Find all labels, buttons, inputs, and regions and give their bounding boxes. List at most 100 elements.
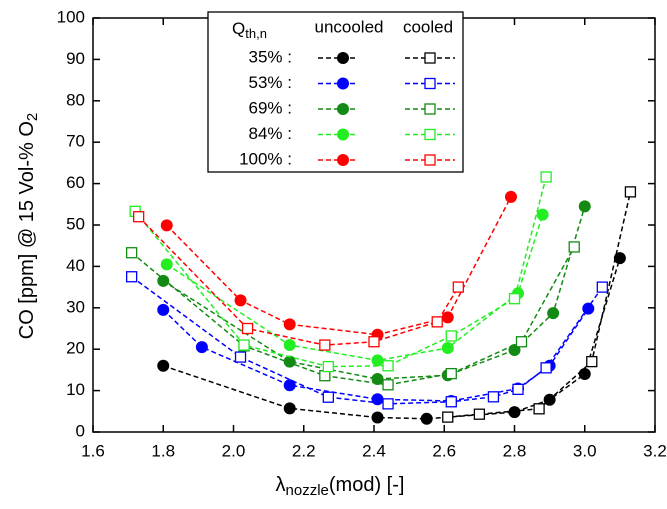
series-line <box>131 276 603 405</box>
y-tick-label: 40 <box>66 256 85 275</box>
legend-marker <box>337 77 349 90</box>
marker <box>578 368 591 381</box>
marker <box>371 411 384 424</box>
marker <box>508 406 521 419</box>
marker <box>512 383 524 396</box>
legend-label: 69% : <box>249 98 292 117</box>
legend-label: 35% : <box>249 47 292 66</box>
marker <box>195 341 208 354</box>
y-label-sub: 2 <box>24 113 41 121</box>
marker <box>382 398 394 410</box>
y-label-main: CO [ppm] @ 15 Vol-% O <box>16 121 38 339</box>
y-tick-label: 20 <box>66 339 85 358</box>
legend-marker <box>337 52 349 64</box>
marker <box>283 379 296 392</box>
legend-marker <box>337 154 349 166</box>
series-line <box>131 246 575 386</box>
marker <box>125 247 138 259</box>
y-axis-label: CO [ppm] @ 15 Vol-% O2 <box>16 113 41 340</box>
marker <box>540 362 552 374</box>
series-line <box>166 214 544 362</box>
marker <box>445 396 457 408</box>
marker <box>596 281 608 293</box>
marker <box>160 219 173 232</box>
series-line <box>134 176 547 368</box>
marker <box>613 252 626 265</box>
marker <box>371 393 384 406</box>
legend-box <box>207 11 464 173</box>
marker <box>234 351 247 363</box>
legend-title-sub: th,n <box>245 26 267 41</box>
marker <box>322 360 334 373</box>
marker <box>157 303 170 316</box>
marker <box>283 402 296 415</box>
y-tick-label: 70 <box>66 132 85 151</box>
plot-area <box>125 171 637 425</box>
legend-label: 53% : <box>249 73 292 92</box>
marker <box>578 200 591 213</box>
marker <box>368 336 380 348</box>
y-tick-label: 80 <box>66 90 85 109</box>
marker <box>234 294 247 307</box>
marker <box>157 359 170 372</box>
x-tick-label: 2.6 <box>432 441 456 460</box>
marker <box>624 186 637 198</box>
marker <box>238 339 250 351</box>
x-tick-label: 2.2 <box>292 441 316 460</box>
legend-marker <box>424 77 436 90</box>
legend-label: 84% : <box>249 124 292 143</box>
marker <box>504 190 517 203</box>
marker <box>160 258 173 271</box>
marker <box>586 355 598 368</box>
marker <box>568 241 580 253</box>
x-axis-label: λnozzle(mod) [-] <box>276 474 405 499</box>
marker <box>322 391 334 403</box>
legend: Qth,n uncooled cooled 35% : 53% : 69% : 84% : 1… <box>207 11 464 173</box>
x-label-symbol: λ <box>276 474 286 496</box>
y-tick-label: 30 <box>66 297 85 316</box>
x-label-rest: (mod) [-] <box>329 474 405 496</box>
legend-marker <box>337 103 349 115</box>
marker <box>445 330 457 342</box>
y-tick-label: 100 <box>57 7 85 26</box>
marker <box>515 336 528 348</box>
marker <box>536 208 549 221</box>
y-tick-label: 90 <box>66 49 85 68</box>
x-tick-label: 3.2 <box>643 441 667 460</box>
legend-marker <box>424 52 436 64</box>
series-line <box>163 257 621 420</box>
marker <box>125 271 138 283</box>
marker <box>283 318 296 331</box>
marker <box>241 322 254 335</box>
marker <box>382 379 394 391</box>
marker <box>371 354 384 367</box>
y-tick-label: 60 <box>66 173 85 192</box>
legend-column: uncooled <box>314 17 383 36</box>
legend-marker <box>337 128 349 141</box>
y-tick-label: 50 <box>66 214 85 233</box>
marker <box>283 339 296 352</box>
marker <box>442 411 454 423</box>
marker <box>420 412 433 425</box>
marker <box>319 339 331 351</box>
marker <box>441 311 454 324</box>
legend-label: 100% : <box>239 149 292 168</box>
marker <box>487 391 500 403</box>
legend-marker <box>424 154 436 166</box>
x-tick-label: 3.0 <box>573 441 597 460</box>
marker <box>382 360 394 372</box>
marker <box>157 274 170 287</box>
marker <box>533 403 545 415</box>
x-tick-label: 1.6 <box>81 441 105 460</box>
marker <box>133 211 145 223</box>
y-tick-label: 10 <box>66 380 85 399</box>
marker <box>445 367 457 380</box>
marker <box>441 341 454 354</box>
y-tick-label: 0 <box>76 421 85 440</box>
marker <box>582 302 595 315</box>
x-label-sub: nozzle <box>286 482 329 499</box>
marker <box>508 293 521 305</box>
series-line <box>166 196 512 336</box>
